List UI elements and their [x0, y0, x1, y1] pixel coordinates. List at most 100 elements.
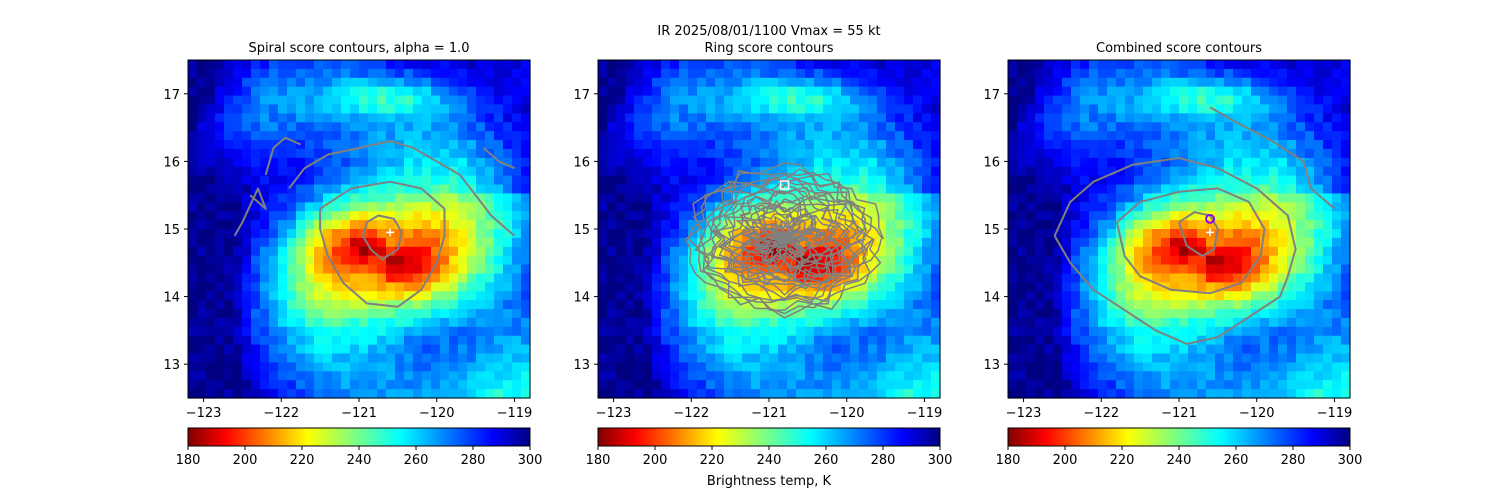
heatmap-cell	[1215, 309, 1225, 319]
heatmap-cell	[1206, 104, 1216, 114]
heatmap-cell	[688, 220, 698, 230]
heatmap-cell	[1323, 131, 1333, 141]
heatmap-cell	[1206, 300, 1216, 310]
heatmap-cell	[877, 344, 887, 355]
heatmap-cell	[386, 86, 396, 97]
heatmap-cell	[1215, 104, 1225, 114]
heatmap-cell	[1062, 95, 1072, 106]
heatmap-cell	[1323, 371, 1333, 381]
heatmap-cell	[1242, 68, 1252, 79]
heatmap-cell	[206, 362, 216, 372]
heatmap-cell	[598, 211, 608, 221]
heatmap-cell	[769, 211, 779, 221]
heatmap-cell	[607, 113, 617, 123]
heatmap-cell	[661, 353, 671, 364]
heatmap-cell	[1233, 148, 1243, 159]
heatmap-cell	[485, 157, 495, 168]
heatmap-cell	[341, 362, 351, 372]
heatmap-cell	[269, 229, 279, 239]
heatmap-cell	[1224, 264, 1234, 275]
heatmap-cell	[458, 389, 468, 399]
heatmap-cell	[1323, 237, 1333, 248]
heatmap-cell	[1305, 229, 1315, 239]
heatmap-cell	[670, 353, 680, 364]
heatmap-cell	[368, 77, 378, 88]
heatmap-cell	[733, 202, 743, 212]
heatmap-cell	[1260, 344, 1270, 355]
heatmap-cell	[760, 380, 770, 390]
heatmap-cell	[616, 264, 626, 275]
heatmap-cell	[1242, 282, 1252, 292]
heatmap-cell	[305, 335, 315, 346]
heatmap-cell	[260, 86, 270, 97]
heatmap-cell	[733, 211, 743, 221]
heatmap-cell	[769, 86, 779, 97]
heatmap-cell	[670, 246, 680, 257]
heatmap-cell	[305, 122, 315, 132]
heatmap-cell	[269, 344, 279, 355]
heatmap-cell	[1143, 95, 1153, 106]
heatmap-cell	[305, 157, 315, 168]
heatmap-cell	[431, 353, 441, 364]
heatmap-cell	[1341, 86, 1351, 97]
heatmap-cell	[224, 335, 234, 346]
heatmap-cell	[1125, 175, 1135, 186]
heatmap-cell	[1053, 389, 1063, 399]
heatmap-cell	[395, 353, 405, 364]
heatmap-cell	[697, 362, 707, 372]
heatmap-cell	[904, 389, 914, 399]
heatmap-cell	[850, 389, 860, 399]
heatmap-cell	[242, 371, 252, 381]
heatmap-cell	[377, 184, 387, 195]
heatmap-cell	[278, 148, 288, 159]
heatmap-cell	[643, 273, 653, 283]
heatmap-cell	[296, 122, 306, 132]
heatmap-cell	[1134, 282, 1144, 292]
heatmap-cell	[215, 202, 225, 212]
heatmap-cell	[805, 255, 815, 266]
heatmap-cell	[1161, 122, 1171, 132]
heatmap-cell	[206, 166, 216, 177]
heatmap-cell	[1125, 255, 1135, 266]
heatmap-cell	[1206, 389, 1216, 399]
heatmap-cell	[1206, 202, 1216, 212]
heatmap-cell	[422, 77, 432, 88]
heatmap-cell	[278, 282, 288, 292]
heatmap-cell	[305, 353, 315, 364]
heatmap-cell	[850, 104, 860, 114]
heatmap-cell	[652, 344, 662, 355]
heatmap-cell	[377, 229, 387, 239]
heatmap-cell	[422, 389, 432, 399]
heatmap-cell	[634, 282, 644, 292]
heatmap-cell	[305, 148, 315, 159]
heatmap-cell	[1341, 202, 1351, 212]
heatmap-cell	[1044, 211, 1054, 221]
heatmap-cell	[715, 362, 725, 372]
heatmap-cell	[868, 220, 878, 230]
heatmap-cell	[1089, 335, 1099, 346]
heatmap-cell	[643, 246, 653, 257]
heatmap-cell	[350, 77, 360, 88]
heatmap-cell	[805, 184, 815, 195]
heatmap-cell	[1215, 291, 1225, 301]
heatmap-cell	[323, 300, 333, 310]
heatmap-cell	[697, 380, 707, 390]
heatmap-cell	[688, 282, 698, 292]
heatmap-cell	[598, 326, 608, 337]
contour-lines	[684, 162, 885, 319]
heatmap-cell	[233, 380, 243, 390]
heatmap-cell	[679, 246, 689, 257]
heatmap-cell	[625, 60, 635, 70]
heatmap-cell	[449, 237, 459, 248]
heatmap-cell	[305, 291, 315, 301]
heatmap-cell	[1152, 273, 1162, 283]
heatmap-cell	[1053, 193, 1063, 203]
heatmap-cell	[431, 202, 441, 212]
heatmap-cell	[643, 229, 653, 239]
heatmap-cell	[1116, 246, 1126, 257]
heatmap-cell	[1296, 237, 1306, 248]
heatmap-cell	[1017, 166, 1027, 177]
heatmap-cell	[643, 371, 653, 381]
heatmap-cell	[287, 166, 297, 177]
heatmap-cell	[1026, 380, 1036, 390]
